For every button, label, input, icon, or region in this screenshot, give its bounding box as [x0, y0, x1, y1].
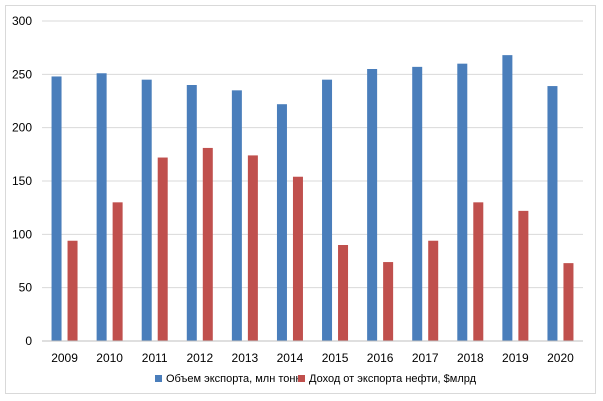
bar-export-volume-2017	[412, 66, 423, 341]
x-axis-ticks: 2009 2010 2011 2012 2013 2014 2015 2016 2017 2018…	[51, 351, 574, 365]
bar-export-volume-2020	[547, 86, 558, 341]
legend: Объем экспорта, млн тонн Доход от экспорт…	[155, 373, 477, 385]
x-tick-label: 2015	[322, 351, 349, 365]
bar-export-revenue-2016	[383, 262, 394, 341]
x-tick-label: 2016	[367, 351, 394, 365]
x-tick-label: 2020	[547, 351, 574, 365]
bar-export-revenue-2010	[112, 202, 123, 341]
bar-export-revenue-2018	[473, 202, 484, 341]
bar-export-volume-2018	[457, 63, 468, 342]
bar-export-volume-2015	[322, 79, 333, 342]
y-tick-label: 100	[12, 227, 32, 241]
bar-export-revenue-2011	[157, 157, 168, 341]
bars	[51, 55, 574, 342]
legend-swatch	[298, 375, 305, 382]
x-tick-label: 2019	[502, 351, 529, 365]
bar-export-volume-2014	[276, 104, 287, 341]
legend-swatch	[155, 375, 162, 382]
y-tick-label: 50	[19, 281, 33, 295]
y-tick-label: 250	[12, 67, 32, 81]
bar-export-revenue-2014	[292, 176, 303, 341]
bar-export-volume-2012	[186, 85, 197, 341]
bar-export-revenue-2009	[67, 240, 78, 341]
x-tick-label: 2011	[142, 351, 168, 365]
x-tick-label: 2018	[457, 351, 484, 365]
bar-export-volume-2013	[231, 90, 242, 341]
gridlines	[42, 20, 583, 289]
legend-label: Доход от экспорта нефти, $млрд	[309, 373, 477, 385]
bar-export-revenue-2015	[338, 245, 349, 341]
bar-export-revenue-2017	[428, 240, 439, 341]
x-tick-label: 2013	[232, 351, 259, 365]
bar-export-revenue-2019	[518, 210, 529, 341]
bar-export-revenue-2013	[247, 155, 258, 341]
y-tick-label: 150	[12, 174, 32, 188]
bar-export-volume-2010	[96, 73, 107, 342]
bar-export-volume-2009	[51, 76, 62, 341]
x-tick-label: 2010	[96, 351, 123, 365]
legend-label: Объем экспорта, млн тонн	[166, 373, 302, 385]
y-axis-ticks: 0 50 100 150 200 250 300	[12, 14, 32, 348]
bar-export-revenue-2012	[202, 147, 213, 341]
y-tick-label: 0	[25, 334, 32, 348]
y-tick-label: 200	[12, 121, 32, 135]
bar-export-revenue-2020	[563, 263, 574, 341]
x-tick-label: 2017	[412, 351, 439, 365]
bar-export-volume-2019	[502, 55, 513, 342]
bar-export-volume-2011	[141, 79, 152, 342]
x-tick-label: 2009	[51, 351, 78, 365]
x-tick-label: 2012	[186, 351, 213, 365]
y-tick-label: 300	[12, 14, 32, 28]
x-tick-label: 2014	[277, 351, 304, 365]
bar-export-volume-2016	[367, 69, 378, 341]
